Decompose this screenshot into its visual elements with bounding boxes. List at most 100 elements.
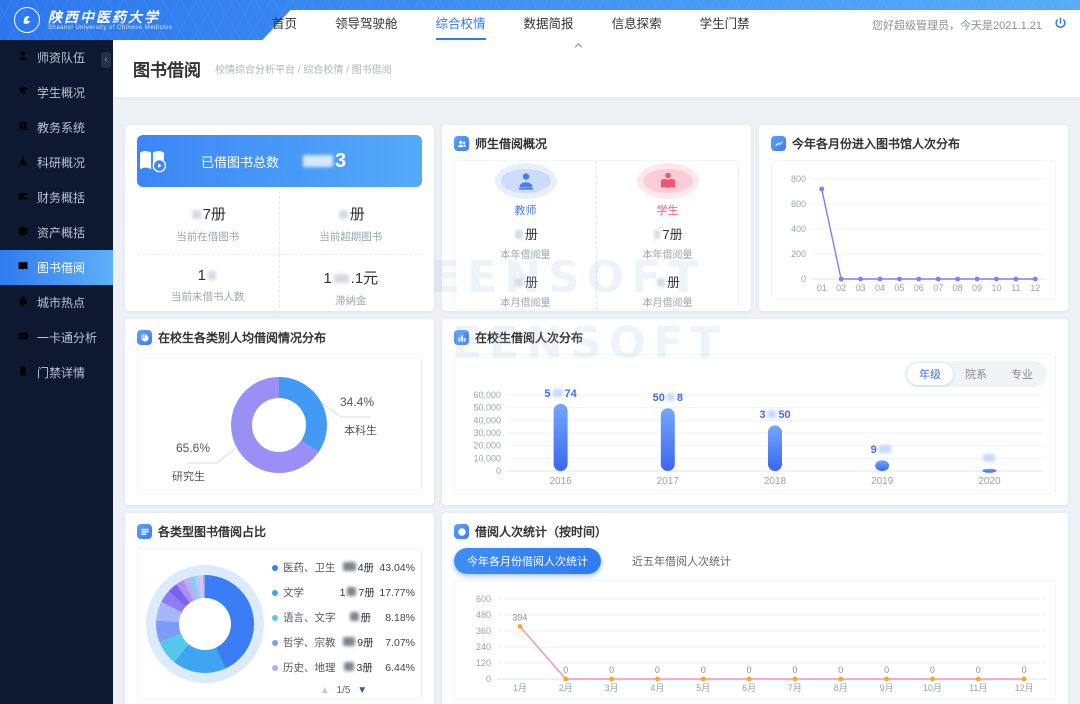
svg-text:05: 05 xyxy=(894,283,904,293)
legend-dot-icon xyxy=(272,564,278,571)
book-types-legend: 医药、卫生 4册 43.04% 文学 1 7册 17.77% 语言、文字册 8.18% 哲学、宗教… xyxy=(272,555,415,680)
pager-label: 1/5 xyxy=(336,685,351,696)
sidebar-item-label: 教务系统 xyxy=(37,121,86,135)
nav-collapse-notch[interactable] xyxy=(532,40,624,51)
donut-leader-lines xyxy=(187,401,371,464)
svg-text:8月: 8月 xyxy=(834,683,848,693)
legend-row: 文学 1 7册 17.77% xyxy=(272,580,415,605)
nav-item-信息探索[interactable]: 信息探索 xyxy=(611,17,662,31)
sidebar-item-门禁详情[interactable]: 门禁详情 xyxy=(0,355,113,390)
logo-emblem-icon xyxy=(14,7,40,33)
svg-text:0: 0 xyxy=(701,665,706,675)
sidebar-collapse-icon[interactable]: ‹ xyxy=(101,52,111,68)
tab-院系[interactable]: 院系 xyxy=(965,369,987,381)
svg-text:0: 0 xyxy=(609,665,614,675)
svg-text:10月: 10月 xyxy=(923,683,942,693)
open-book-icon xyxy=(17,260,29,275)
slice-pct: 65.6% xyxy=(176,441,211,455)
card-title: 在校生借阅人次分布 xyxy=(475,331,584,345)
teacher-avatar-icon xyxy=(500,169,551,193)
sidebar-item-学生概况[interactable]: 学生概况 xyxy=(0,75,113,110)
clock-chart-icon xyxy=(454,524,469,539)
donut-halo xyxy=(146,565,264,683)
pager-up-icon[interactable]: ▲ xyxy=(319,685,330,696)
header-white-area xyxy=(262,10,1080,40)
book-icon xyxy=(17,120,29,135)
svg-text:07: 07 xyxy=(933,283,943,293)
sidebar-item-label: 资产概括 xyxy=(37,226,86,240)
legend-dot-icon xyxy=(272,614,278,621)
card-borrow-summary: 已借图书总数 3 7册 当前在借图书册当前超期图书 1 当前未借书人数 1.1元 滞纳金 xyxy=(125,125,434,318)
stat-label: 当前在借图书 xyxy=(176,231,240,243)
entries-line-chart[interactable]: 0 200 400 600 800 01 02 03 04 05 06 07 08 09 10 11 12 xyxy=(774,165,1057,297)
teacher-icon xyxy=(17,50,29,65)
sidebar-item-科研概况[interactable]: 科研概况 xyxy=(0,145,113,180)
ts-stat-label: 本月借阅量 xyxy=(500,298,551,309)
nav-item-首页[interactable]: 首页 xyxy=(272,17,298,31)
svg-text:12月: 12月 xyxy=(1015,683,1034,693)
svg-text:9月: 9月 xyxy=(880,683,894,693)
legend-dot-icon xyxy=(272,589,278,596)
ts-stat-value: 7册 xyxy=(613,224,723,243)
logout-power-icon[interactable] xyxy=(1053,16,1068,36)
legend-count: 9册 xyxy=(341,635,374,650)
flask-icon xyxy=(17,155,29,170)
redacted-value xyxy=(344,662,355,671)
sidebar-item-资产概括[interactable]: 资产概括 xyxy=(0,215,113,250)
sidebar-menu: 师资队伍 学生概况教务系统科研概况财务概括资产概括图书借阅 城市热点 一卡通分析门禁详… xyxy=(0,40,113,390)
stat-value: 1 xyxy=(137,267,279,284)
svg-text:12: 12 xyxy=(1030,283,1040,293)
grade-bar-chart[interactable]: 0 10,000 20,000 30,000 40,000 50,000 60,000 201… xyxy=(459,381,1059,489)
total-borrowed-value: 3 xyxy=(301,150,346,173)
svg-text:30,000: 30,000 xyxy=(473,428,501,438)
redacted-value xyxy=(338,210,348,219)
sidebar-item-城市热点[interactable]: 城市热点 xyxy=(0,285,113,320)
total-borrowed-banner[interactable]: 已借图书总数 3 xyxy=(137,135,422,187)
time-filter-button[interactable]: 近五年借阅人次统计 xyxy=(632,556,731,568)
time-line-chart[interactable]: 0 120 240 360 480 600 1月 2月 3月 4月 5月 6月 7月 8月 9月 10月 11月… xyxy=(459,585,1059,697)
tab-专业[interactable]: 专业 xyxy=(1011,369,1033,381)
legend-name: 语言、文字 xyxy=(283,612,336,624)
sidebar-item-一卡通分析[interactable]: 一卡通分析 xyxy=(0,320,113,355)
nav-item-数据简报[interactable]: 数据简报 xyxy=(523,17,574,31)
card-library-entries: 今年各月份进入图书馆人次分布 0 200 400 600 800 01 02 03 04 05 06… xyxy=(759,125,1068,311)
ts-stat-value: 册 xyxy=(471,224,581,243)
summary-stat: 1.1元 滞纳金 xyxy=(280,255,423,318)
svg-text:394: 394 xyxy=(512,612,527,622)
svg-text:40,000: 40,000 xyxy=(473,415,501,425)
user-greeting: 您好超级管理员，今天是2021.1.21 xyxy=(872,20,1042,32)
nav-item-学生门禁[interactable]: 学生门禁 xyxy=(699,17,750,31)
card-book-types: 各类型图书借阅占比 医药、卫生 4册 43.04% 文学 1 7册 17.77% 语言、文字册… xyxy=(125,513,434,704)
legend-dot-icon xyxy=(272,639,278,646)
nav-item-综合校情[interactable]: 综合校情 xyxy=(435,10,486,40)
total-borrowed-label: 已借图书总数 xyxy=(201,154,280,170)
slice-name: 研究生 xyxy=(172,471,205,483)
redacted-value xyxy=(207,271,216,280)
book-types-donut[interactable] xyxy=(156,575,254,673)
nav-item-领导驾驶舱[interactable]: 领导驾驶舱 xyxy=(335,17,398,31)
legend-count: 1 7册 xyxy=(339,587,375,599)
redacted-value xyxy=(514,278,523,287)
tab-年级[interactable]: 年级 xyxy=(907,363,953,385)
sidebar-item-财务概括[interactable]: 财务概括 xyxy=(0,180,113,215)
redacted-value xyxy=(342,562,356,571)
pager-down-icon[interactable]: ▼ xyxy=(357,685,368,696)
legend-percent: 8.18% xyxy=(385,611,415,624)
time-filter-button[interactable]: 今年各月份借阅人次统计 xyxy=(454,548,601,574)
svg-text:240: 240 xyxy=(476,642,491,652)
legend-name: 哲学、宗教 xyxy=(283,637,336,649)
per-capita-donut[interactable] xyxy=(231,377,327,473)
sidebar-item-师资队伍[interactable]: 师资队伍 xyxy=(0,40,113,75)
legend-row: 语言、文字册 8.18% xyxy=(272,605,415,630)
sidebar-item-图书借阅[interactable]: 图书借阅 xyxy=(0,250,113,285)
sidebar-item-label: 门禁详情 xyxy=(37,366,86,380)
svg-text:11月: 11月 xyxy=(969,683,987,693)
sidebar-item-教务系统[interactable]: 教务系统 xyxy=(0,110,113,145)
svg-text:10,000: 10,000 xyxy=(473,453,501,463)
card-title: 师生借阅概况 xyxy=(475,137,548,151)
stat-value: 1.1元 xyxy=(323,270,379,287)
svg-text:400: 400 xyxy=(791,224,806,234)
sidebar-item-label: 科研概况 xyxy=(37,156,86,170)
svg-text:1月: 1月 xyxy=(513,683,527,693)
svg-text:800: 800 xyxy=(791,174,806,184)
